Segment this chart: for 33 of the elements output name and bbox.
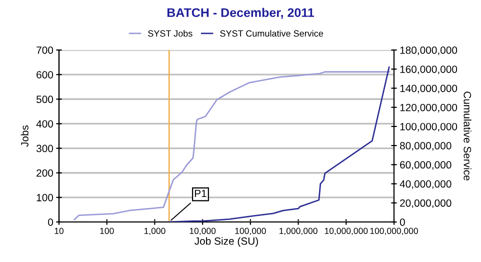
- annotation: P1: [194, 190, 206, 197]
- y-tick-label: 700: [36, 46, 54, 54]
- y-tick-label: 300: [36, 144, 54, 152]
- y2-tick-label: 0: [400, 218, 405, 226]
- y-tick-label: 600: [36, 71, 54, 78]
- y2-axis-title: Cumulative Service: [464, 92, 472, 180]
- y2-tick-label: 100,000,000: [400, 122, 458, 132]
- x-tick-label: 100,000,000: [370, 228, 418, 236]
- y2-tick-label: 140,000,000: [400, 84, 458, 94]
- x-tick-label: 10,000,000: [324, 228, 368, 236]
- legend-label: SYST Jobs: [148, 30, 192, 37]
- y-tick-label: 100: [36, 194, 54, 202]
- y-axis-title: Jobs: [20, 125, 28, 147]
- x-tick-label: 100: [100, 228, 114, 234]
- chart-title: BATCH - December, 2011: [167, 8, 314, 19]
- y-tick-label: 0: [48, 218, 54, 226]
- x-tick-label: 10: [54, 228, 64, 234]
- y2-tick-label: 120,000,000: [400, 104, 458, 112]
- y2-tick-label: 60,000,000: [400, 161, 452, 170]
- legend-label: SYST Cumulative Service: [220, 30, 324, 37]
- y2-tick-label: 160,000,000: [400, 66, 458, 74]
- y2-tick-label: 20,000,000: [400, 199, 452, 208]
- x-tick-label: 100,000: [235, 228, 266, 236]
- y2-tick-label: 180,000,000: [400, 46, 458, 56]
- x-tick-label: 10,000: [190, 228, 216, 236]
- y-tick-label: 500: [36, 96, 54, 104]
- y-tick-label: 400: [36, 120, 54, 128]
- y2-tick-label: 80,000,000: [400, 142, 452, 151]
- y2-tick-label: 40,000,000: [400, 180, 452, 189]
- x-tick-label: 1,000: [144, 228, 166, 236]
- x-axis-title: Job Size (SU): [194, 237, 258, 247]
- x-tick-label: 1,000,000: [279, 228, 318, 236]
- y-tick-label: 200: [36, 169, 54, 177]
